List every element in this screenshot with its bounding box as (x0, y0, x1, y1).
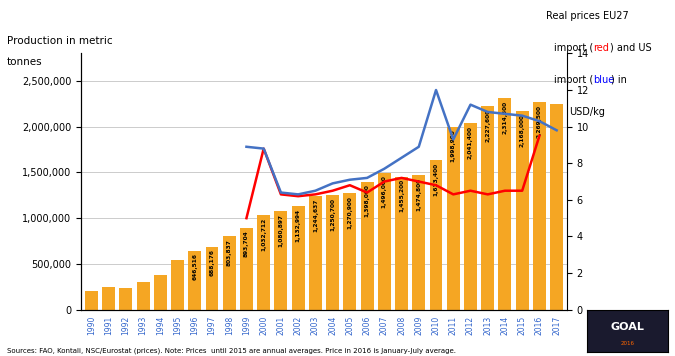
Text: 2,041,400: 2,041,400 (468, 126, 473, 158)
Bar (171, 260, 184, 310)
Text: 2,269,500: 2,269,500 (537, 105, 542, 138)
Text: 1,132,994: 1,132,994 (296, 209, 300, 242)
Bar (395, 177, 408, 310)
Bar (136, 282, 149, 310)
Text: ) and US: ) and US (610, 43, 651, 53)
Text: 1,474,800: 1,474,800 (416, 177, 421, 211)
Bar (326, 195, 339, 310)
Bar (292, 206, 304, 310)
Text: 1,250,700: 1,250,700 (330, 198, 335, 231)
Bar (188, 251, 201, 310)
Bar (344, 193, 356, 310)
Bar (378, 173, 391, 310)
Text: 1,032,712: 1,032,712 (261, 218, 266, 251)
Text: 1,455,200: 1,455,200 (399, 179, 404, 213)
Bar (154, 275, 167, 310)
Text: 1,496,000: 1,496,000 (382, 176, 387, 208)
Bar (447, 127, 460, 310)
Text: 893,704: 893,704 (244, 231, 249, 257)
Bar (309, 196, 322, 310)
Text: 1,080,897: 1,080,897 (278, 214, 283, 246)
Text: GOAL: GOAL (611, 322, 645, 332)
Bar (85, 292, 98, 310)
Text: 803,837: 803,837 (227, 239, 232, 266)
Bar (360, 182, 373, 310)
Bar (533, 102, 546, 310)
Bar (499, 98, 512, 310)
Bar (240, 228, 253, 310)
Bar (205, 247, 219, 310)
Bar (119, 288, 132, 310)
Bar (464, 123, 477, 310)
Bar (412, 175, 425, 310)
Text: 2,227,600: 2,227,600 (485, 109, 490, 142)
Text: import (: import ( (554, 43, 593, 53)
Bar (481, 106, 494, 310)
Bar (429, 160, 443, 310)
Bar (550, 104, 563, 310)
Text: 688,176: 688,176 (209, 250, 215, 277)
Text: 2016: 2016 (621, 341, 634, 346)
Text: 1,270,900: 1,270,900 (348, 196, 352, 229)
Text: import (: import ( (554, 75, 593, 85)
Text: 1,633,400: 1,633,400 (433, 163, 439, 196)
Text: Production in metric: Production in metric (7, 36, 112, 46)
Text: 1,398,000: 1,398,000 (364, 184, 370, 218)
Bar (516, 111, 529, 310)
Text: 1,998,900: 1,998,900 (451, 130, 456, 162)
Bar (275, 211, 288, 310)
Text: Sources: FAO, Kontali, NSC/Eurostat (prices). Note: Prices  until 2015 are annua: Sources: FAO, Kontali, NSC/Eurostat (pri… (7, 348, 456, 354)
Bar (257, 215, 270, 310)
Bar (223, 236, 236, 310)
Bar (102, 287, 115, 310)
Text: blue: blue (593, 75, 614, 85)
Text: red: red (593, 43, 609, 53)
Text: 2,314,600: 2,314,600 (502, 101, 508, 134)
Text: 1,244,637: 1,244,637 (313, 199, 318, 232)
Text: USD/kg: USD/kg (569, 107, 605, 117)
Text: tonnes: tonnes (7, 57, 43, 67)
Text: 2,168,000: 2,168,000 (520, 114, 524, 147)
Text: Real prices EU27: Real prices EU27 (546, 11, 628, 21)
Text: ) in: ) in (611, 75, 627, 85)
Text: 646,516: 646,516 (192, 253, 197, 280)
